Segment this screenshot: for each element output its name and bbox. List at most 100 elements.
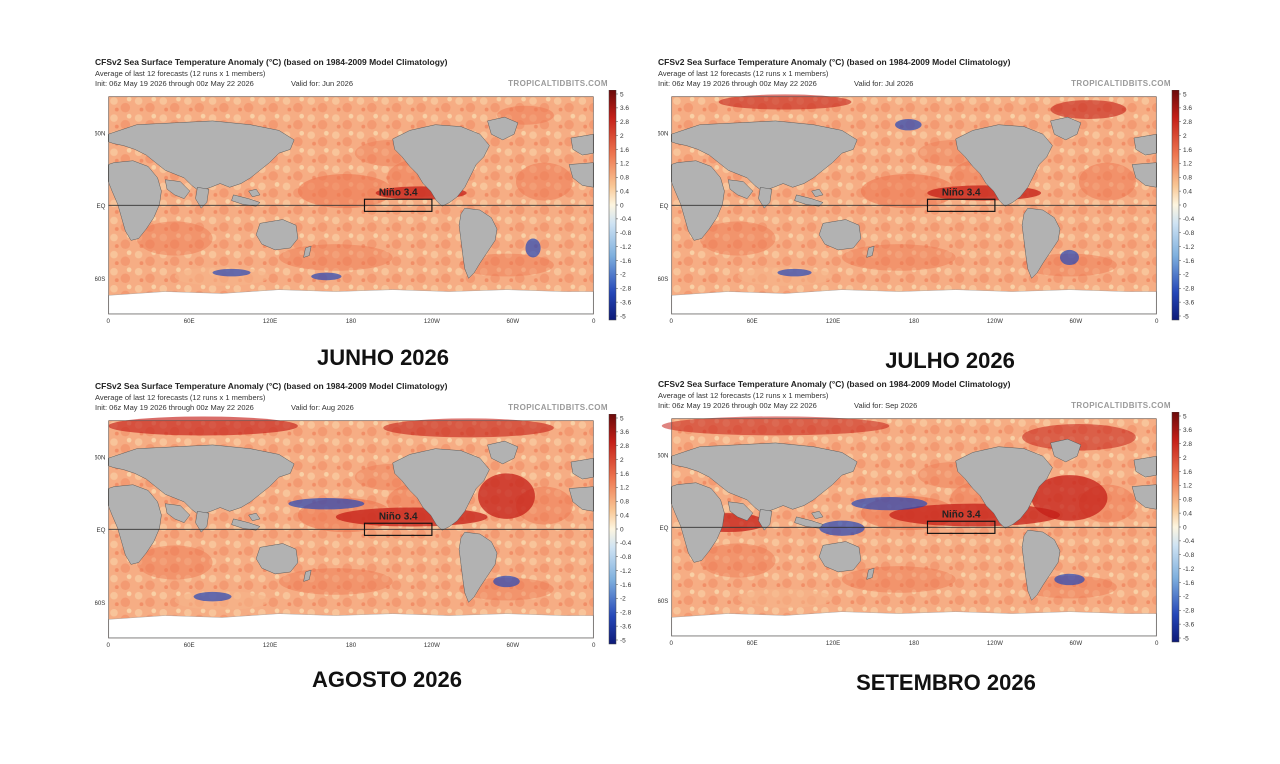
- colorbar-tick-label: 3.6: [620, 105, 629, 112]
- lon-label: 180: [346, 318, 357, 325]
- warm-anomaly: [1050, 100, 1127, 120]
- lon-label: 60E: [184, 642, 195, 649]
- antarctica-ice: [108, 613, 594, 639]
- cool-anomaly: [819, 520, 865, 536]
- colorbar-tick-label: 3.6: [1183, 427, 1192, 434]
- land-masses: [671, 116, 1157, 279]
- lat-label: 60S: [95, 276, 105, 283]
- warm-anomaly: [515, 162, 573, 201]
- lon-label: 60W: [506, 318, 519, 325]
- antarctica-ice: [671, 289, 1157, 315]
- panel-title: CFSv2 Sea Surface Temperature Anomaly (°…: [95, 57, 448, 67]
- continent: [794, 194, 824, 207]
- warm-anomaly: [459, 577, 554, 601]
- continent: [671, 482, 725, 563]
- lon-label: 60W: [1069, 318, 1082, 325]
- lon-label: 0: [592, 642, 596, 649]
- panel-valid: Valid for: Jun 2026: [291, 79, 353, 88]
- colorbar-tick-label: -3.6: [620, 623, 632, 630]
- continent: [1133, 133, 1157, 156]
- antarctica-ice: [108, 289, 594, 315]
- colorbar-tick-label: 0: [620, 202, 624, 209]
- lat-label: 60S: [658, 598, 668, 605]
- panel-init: Init: 06z May 19 2026 through 00z May 22…: [658, 401, 817, 410]
- warm-anomaly: [278, 244, 393, 271]
- nino34-label: Niño 3.4: [379, 511, 418, 522]
- cool-anomaly: [493, 575, 520, 588]
- warm-anomaly: [737, 588, 833, 608]
- colorbar-tick-label: 0: [1183, 202, 1187, 209]
- lon-label: 60E: [184, 318, 195, 325]
- lat-label: 60S: [95, 600, 105, 607]
- cool-anomaly: [851, 496, 928, 511]
- colorbar-tick-label: 0.8: [620, 499, 629, 506]
- lon-label: 180: [346, 642, 357, 649]
- colorbar-tick-label: 2: [1183, 133, 1187, 140]
- continent: [818, 219, 862, 251]
- nino34-label: Niño 3.4: [379, 187, 418, 198]
- colorbar-tick-label: -0.4: [620, 540, 632, 547]
- continent: [671, 160, 725, 241]
- nino34-label: Niño 3.4: [942, 187, 981, 198]
- colorbar-tick-label: -0.4: [620, 216, 632, 223]
- colorbar-tick-label: 2: [1183, 455, 1187, 462]
- land-masses: [108, 116, 594, 279]
- warm-anomaly: [1022, 423, 1136, 451]
- continent: [255, 219, 299, 251]
- panel-title: CFSv2 Sea Surface Temperature Anomaly (°…: [658, 57, 1011, 67]
- warm-anomaly: [661, 416, 890, 436]
- colorbar-tick-label: 1.6: [620, 147, 629, 154]
- lon-label: 0: [1155, 318, 1159, 325]
- lon-label: 0: [107, 642, 111, 649]
- warm-anomaly: [718, 94, 852, 110]
- continent: [108, 444, 295, 516]
- map-frame: [108, 420, 594, 639]
- nino34-box: [926, 520, 996, 534]
- panel-title: CFSv2 Sea Surface Temperature Anomaly (°…: [658, 379, 1011, 389]
- sst-panel-jul: CFSv2 Sea Surface Temperature Anomaly (°…: [658, 57, 1218, 377]
- continent: [671, 120, 858, 192]
- colorbar-tick-label: 0: [620, 526, 624, 533]
- colorbar-tick-label: -5: [1183, 313, 1189, 320]
- colorbar-tick-label: -1.6: [1183, 258, 1195, 265]
- colorbar-tick-label: 1.2: [1183, 161, 1192, 168]
- colorbar-tick-label: -3.6: [1183, 621, 1195, 628]
- lon-label: 0: [670, 640, 674, 647]
- continent: [1050, 116, 1082, 141]
- lon-label: 120W: [987, 640, 1003, 647]
- continent: [727, 501, 754, 521]
- continent: [568, 486, 594, 512]
- colorbar-tick-label: 2: [620, 133, 624, 140]
- warm-anomaly: [841, 566, 956, 593]
- continent: [1050, 438, 1082, 463]
- lat-label: 60N: [658, 452, 668, 459]
- continent: [248, 188, 261, 198]
- colorbar-tick-label: -2: [620, 272, 626, 279]
- cool-anomaly: [777, 268, 812, 277]
- colorbar-tick-label: -1.6: [620, 258, 632, 265]
- continent: [303, 569, 312, 582]
- colorbar-tick-label: -0.8: [620, 230, 632, 237]
- continent: [955, 446, 1053, 529]
- lon-label: 120E: [826, 640, 840, 647]
- warm-anomaly: [136, 545, 213, 580]
- continent: [458, 207, 498, 279]
- colorbar-tick-label: -2.8: [1183, 608, 1195, 615]
- colorbar-scale: [608, 90, 617, 321]
- colorbar-tick-label: 1.2: [1183, 483, 1192, 490]
- continent: [671, 442, 858, 514]
- nino34-box: [363, 198, 433, 212]
- lon-label: 120E: [263, 318, 277, 325]
- month-label: JUNHO 2026: [316, 345, 450, 370]
- warm-anomaly: [699, 543, 776, 578]
- colorbar-tick-label: 2.8: [1183, 441, 1192, 448]
- panel-subtitle: Average of last 12 forecasts (12 runs x …: [95, 69, 266, 78]
- antarctica-ice: [671, 611, 1157, 637]
- colorbar-tick-label: -2.8: [620, 286, 632, 293]
- lat-label: 60N: [95, 130, 105, 137]
- panel-valid: Valid for: Jul 2026: [854, 79, 914, 88]
- lon-label: 120W: [424, 318, 440, 325]
- continent: [811, 188, 824, 198]
- continent: [818, 541, 862, 573]
- panel-valid: Valid for: Sep 2026: [854, 401, 918, 410]
